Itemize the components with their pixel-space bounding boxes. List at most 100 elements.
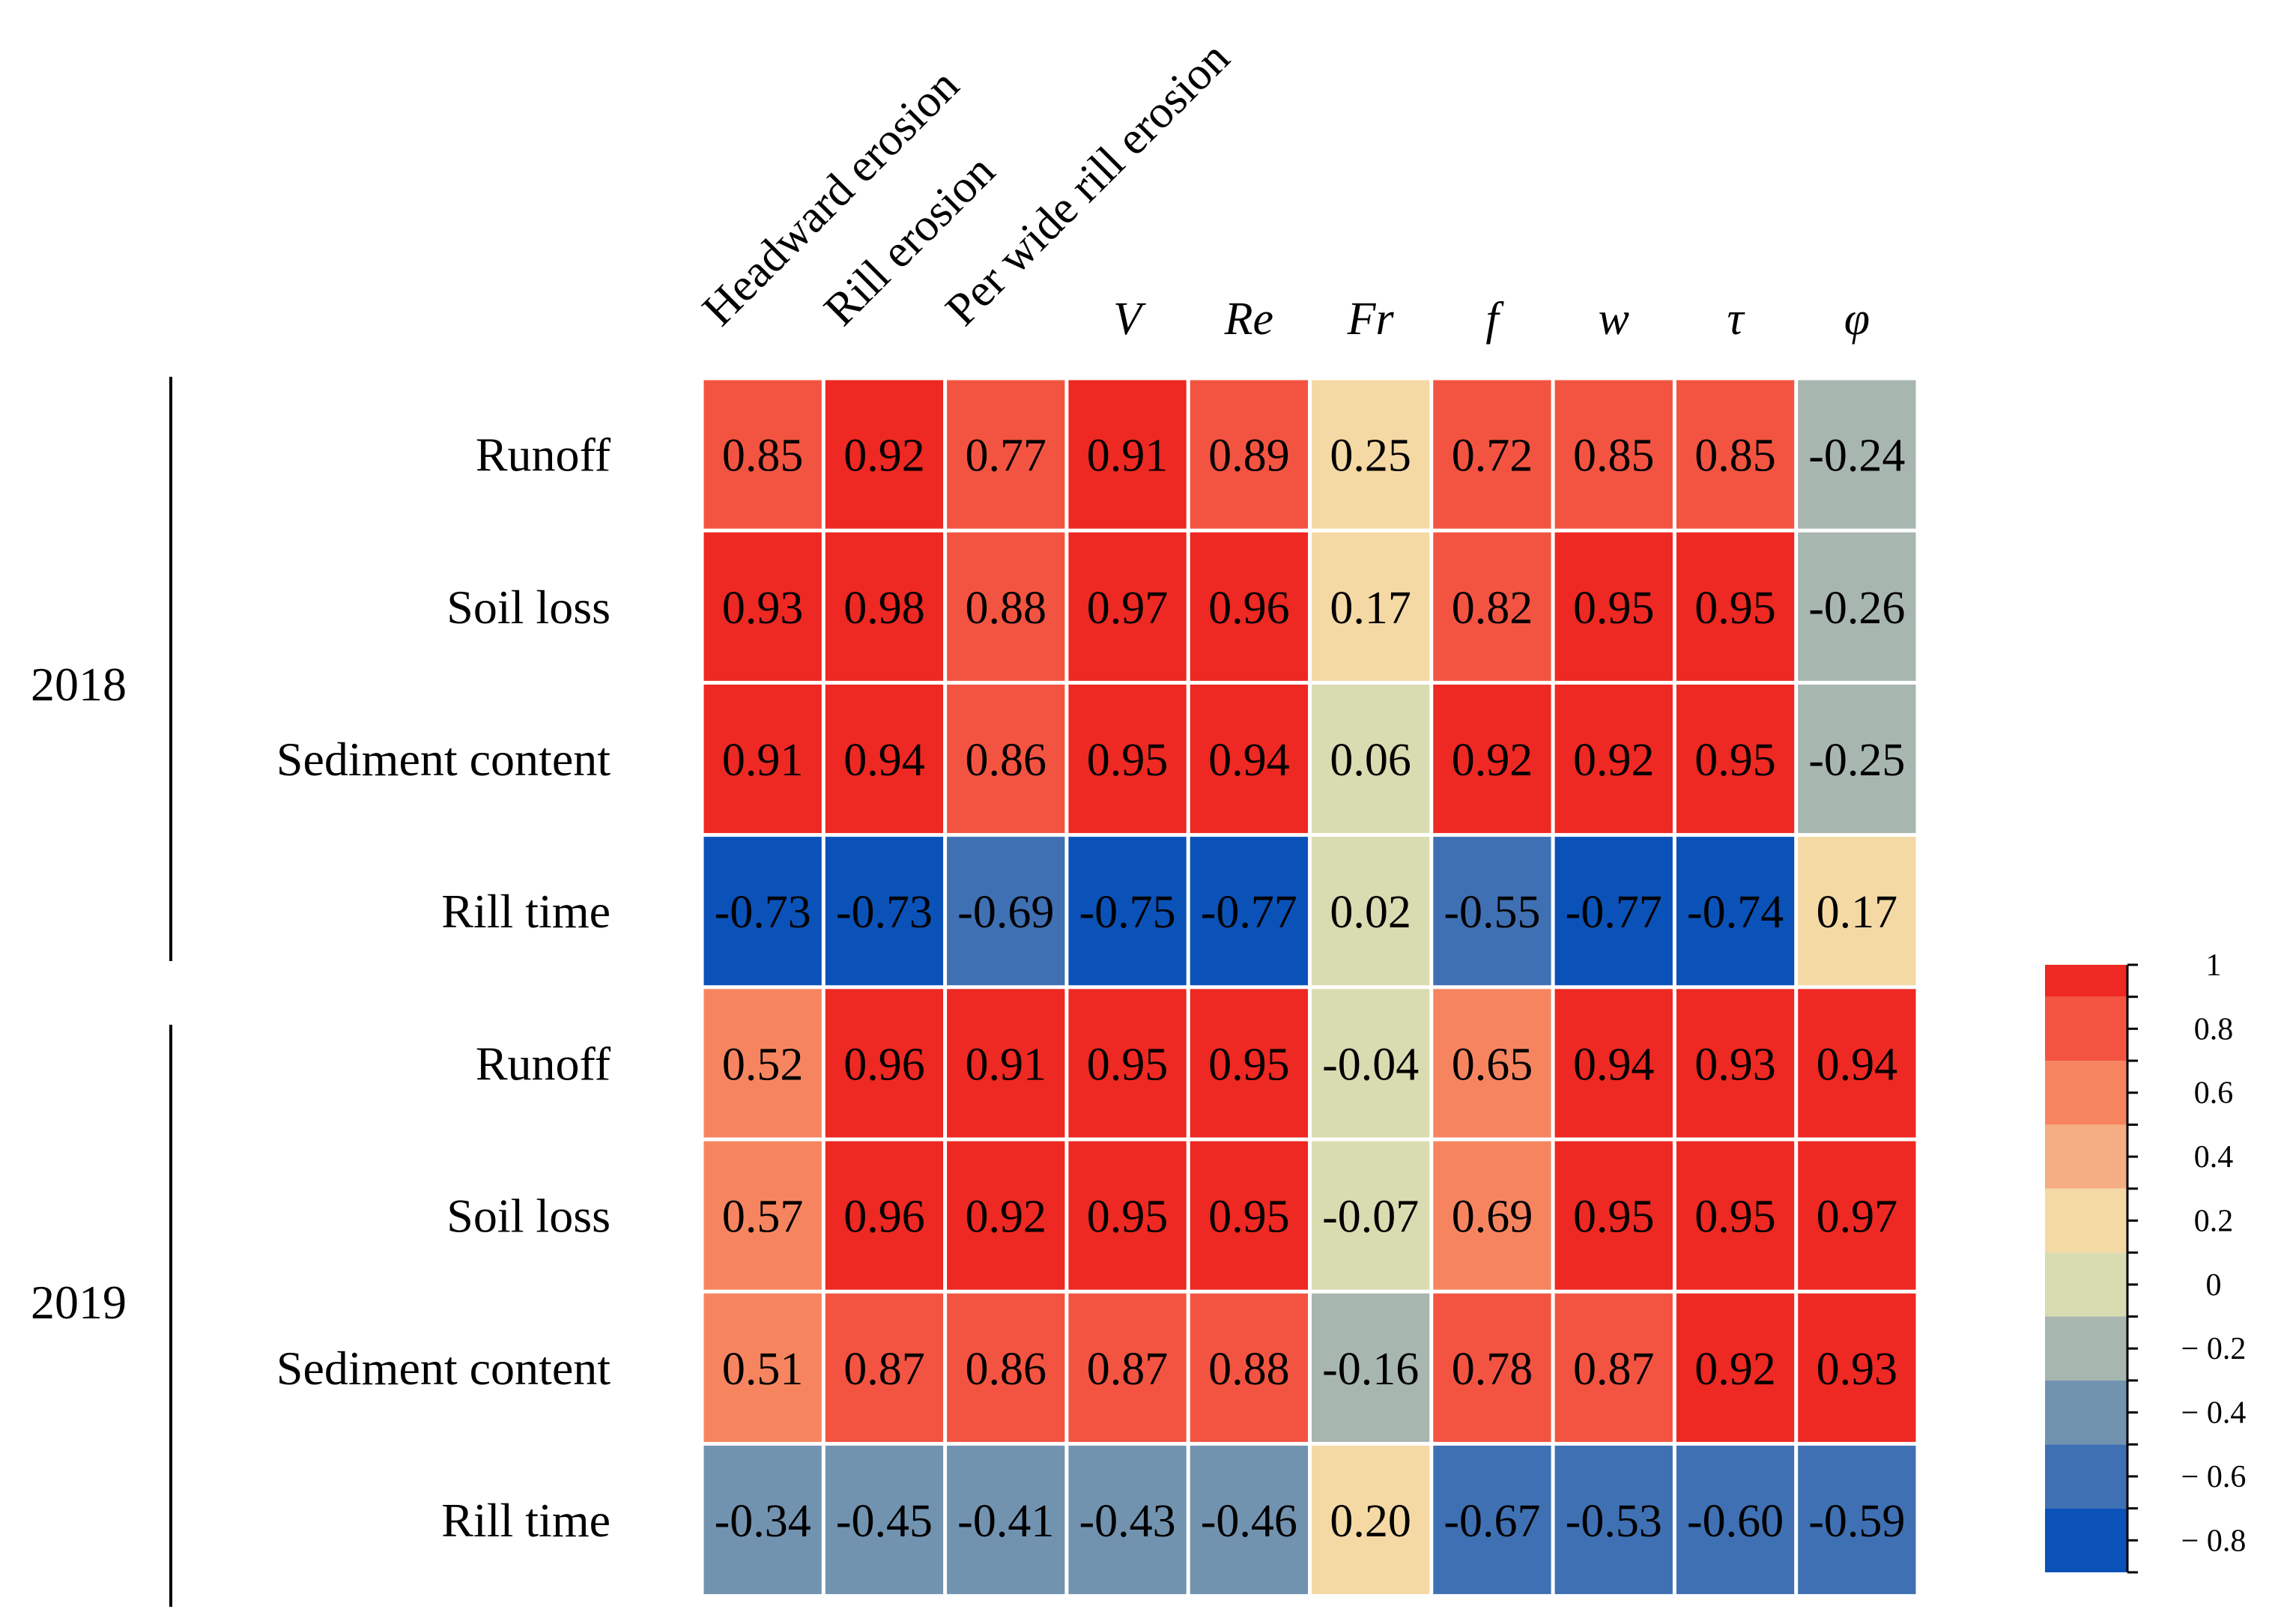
heatmap-cell [1676, 684, 1795, 834]
heatmap-cell [1312, 532, 1430, 681]
heatmap-cell [947, 684, 1065, 834]
cell-value-label: 0.92 [843, 431, 925, 482]
cell-value-label: 0.97 [1087, 583, 1169, 634]
column-label: w [1599, 294, 1629, 345]
heatmap-cell [1798, 1445, 1916, 1595]
colorbar-tick-label: 0.2 [2194, 1204, 2234, 1238]
cell-value-label: -0.74 [1687, 887, 1784, 938]
cell-value-label: 0.95 [1087, 735, 1169, 786]
cell-value-label: 0.95 [1208, 1192, 1290, 1243]
heatmap-cell [1433, 837, 1551, 986]
heatmap-cell [1312, 1445, 1430, 1595]
heatmap-cell [825, 684, 944, 834]
heatmap-cell [703, 532, 822, 681]
colorbar-bin [2045, 1444, 2127, 1509]
colorbar-tick-label: 0.4 [2194, 1140, 2234, 1175]
colorbar-tick-label: − 0.2 [2181, 1332, 2247, 1366]
cell-value-label: 0.95 [1694, 1192, 1776, 1243]
colorbar-bin [2045, 1124, 2127, 1189]
colorbar-tick-label: 0.6 [2194, 1076, 2234, 1111]
cell-value-label: 0.95 [1694, 583, 1776, 634]
cell-value-label: 0.86 [966, 1344, 1047, 1395]
heatmap-cell [947, 1141, 1065, 1290]
cell-value-label: 0.65 [1452, 1039, 1533, 1090]
heatmap-cell [1433, 1293, 1551, 1442]
heatmap-cell [703, 989, 822, 1138]
cell-value-label: 0.88 [966, 583, 1047, 634]
cell-value-label: 0.98 [843, 583, 925, 634]
cell-value-label: 0.72 [1452, 431, 1533, 482]
heatmap-cell [703, 1445, 822, 1595]
row-label: Sediment content [276, 733, 611, 786]
cell-value-label: 0.69 [1452, 1192, 1533, 1243]
colorbar-bin [2045, 1316, 2127, 1381]
cell-value-label: 0.85 [1573, 431, 1655, 482]
cell-value-label: 0.97 [1817, 1192, 1898, 1243]
row-label: Rill time [441, 885, 611, 938]
heatmap-cells: 0.85 0.92 0.77 0.91 0.89 0.25 0.72 0.85 0.85 -0.2… [703, 380, 1916, 1595]
cell-value-label: 0.87 [1573, 1344, 1655, 1395]
cell-value-label: 0.96 [843, 1192, 925, 1243]
cell-value-label: -0.55 [1444, 887, 1540, 938]
cell-value-label: 0.92 [966, 1192, 1047, 1243]
heatmap-cell [1312, 380, 1430, 529]
cell-value-label: -0.34 [715, 1496, 811, 1547]
cell-value-label: -0.73 [836, 887, 933, 938]
heatmap-cell [1798, 532, 1916, 681]
cell-value-label: 0.25 [1330, 431, 1411, 482]
heatmap-cell [1190, 1141, 1308, 1290]
heatmap-cell [1068, 837, 1187, 986]
cell-value-label: 0.17 [1817, 887, 1898, 938]
heatmap-cell [1554, 989, 1673, 1138]
cell-value-label: -0.53 [1566, 1496, 1662, 1547]
cell-value-label: 0.78 [1452, 1344, 1533, 1395]
cell-value-label: 0.17 [1330, 583, 1411, 634]
cell-value-label: 0.93 [1694, 1039, 1776, 1090]
cell-value-label: 0.06 [1330, 735, 1411, 786]
colorbar-bin [2045, 1061, 2127, 1125]
heatmap-cell [1312, 837, 1430, 986]
heatmap-cell [1433, 380, 1551, 529]
heatmap-cell [1676, 532, 1795, 681]
row-label: Runoff [476, 1037, 611, 1090]
heatmap-cell [825, 380, 944, 529]
cell-value-label: 0.02 [1330, 887, 1411, 938]
row-label: Rill time [441, 1494, 611, 1547]
year-groups: 2018 2019 [31, 377, 172, 1607]
cell-value-label: 0.87 [1087, 1344, 1169, 1395]
heatmap-cell [1433, 1445, 1551, 1595]
cell-value-label: 0.94 [843, 735, 925, 786]
heatmap-cell [1798, 1293, 1916, 1442]
cell-value-label: 0.94 [1573, 1039, 1655, 1090]
heatmap-cell [1798, 684, 1916, 834]
cell-value-label: -0.43 [1079, 1496, 1175, 1547]
heatmap-cell [1068, 684, 1187, 834]
cell-value-label: 0.20 [1330, 1496, 1411, 1547]
cell-value-label: -0.75 [1079, 887, 1175, 938]
heatmap-cell [1676, 380, 1795, 529]
heatmap-cell [1068, 1445, 1187, 1595]
heatmap-cell [1312, 989, 1430, 1138]
heatmap-cell [703, 1293, 822, 1442]
cell-value-label: -0.67 [1444, 1496, 1540, 1547]
colorbar-tick-label: 0 [2206, 1268, 2222, 1303]
heatmap-cell [1676, 1445, 1795, 1595]
colorbar-bin [2045, 1508, 2127, 1572]
cell-value-label: 0.93 [1817, 1344, 1898, 1395]
column-label: f [1485, 294, 1504, 345]
cell-value-label: 0.91 [722, 735, 804, 786]
heatmap-cell [825, 837, 944, 986]
cell-value-label: -0.59 [1808, 1496, 1905, 1547]
cell-value-label: -0.41 [957, 1496, 1054, 1547]
cell-value-label: 0.95 [1573, 583, 1655, 634]
cell-value-label: 0.94 [1208, 735, 1290, 786]
cell-value-label: 0.52 [722, 1039, 804, 1090]
heatmap-cell [1312, 1293, 1430, 1442]
heatmap-cell [1798, 1141, 1916, 1290]
heatmap-cell [703, 380, 822, 529]
heatmap-cell [1554, 380, 1673, 529]
colorbar-tick-label: − 0.8 [2181, 1524, 2247, 1558]
cell-value-label: 0.86 [966, 735, 1047, 786]
cell-value-label: 0.95 [1208, 1039, 1290, 1090]
